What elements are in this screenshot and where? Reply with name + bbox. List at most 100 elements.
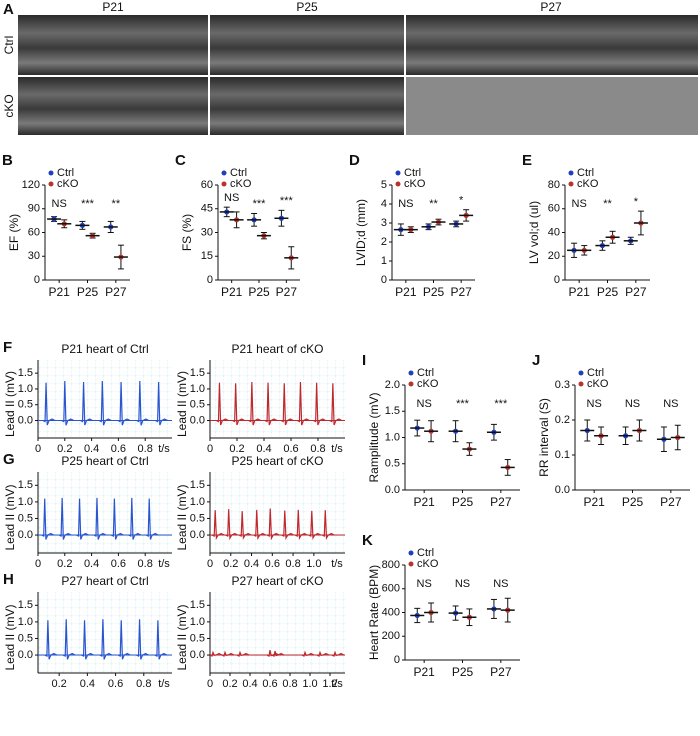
- ecg-beat: [280, 383, 294, 426]
- panel-letter: F: [3, 339, 12, 356]
- ecg-beat: [331, 650, 345, 657]
- legend-label: cKO: [587, 378, 609, 390]
- legend-marker: [221, 181, 227, 187]
- significance-label: *: [459, 195, 464, 207]
- y-axis-label: LVID;d (mm): [354, 199, 368, 266]
- ecg-beat: [313, 382, 326, 426]
- row-label: cKO: [2, 94, 16, 117]
- x-tick-label: P25: [452, 665, 474, 679]
- legend-marker: [408, 381, 414, 387]
- ecg-beat: [61, 381, 75, 426]
- y-tick-label: 3: [381, 217, 387, 229]
- ecg-beat: [297, 381, 310, 426]
- y-tick-label: 0.5: [190, 632, 205, 644]
- ecg-beat: [62, 619, 76, 660]
- y-tick-label: 60: [28, 226, 40, 238]
- significance-label: **: [429, 198, 438, 210]
- y-axis-label: RR interval (S): [537, 398, 551, 477]
- y-axis-label: Ramplitude (mV): [367, 392, 381, 482]
- y-tick-label: 0.5: [190, 512, 205, 524]
- ecg-beat: [111, 498, 124, 540]
- x-tick-label: P27: [660, 495, 682, 509]
- y-tick-label: 0.0: [190, 529, 205, 541]
- y-tick-label: 30: [201, 226, 213, 238]
- panel-letter: C: [175, 152, 186, 169]
- significance-label: ***: [253, 198, 267, 210]
- y-axis-label: LV vol;d (ul): [527, 201, 541, 264]
- y-tick-label: 60: [548, 203, 560, 215]
- chart-title: P27 heart of Ctrl: [61, 574, 148, 588]
- x-tick-label: P21: [395, 285, 417, 299]
- ecg-beat: [80, 381, 93, 426]
- x-tick-label: P27: [490, 495, 512, 509]
- x-tick-label: P27: [450, 285, 472, 299]
- y-tick-label: 0.5: [190, 399, 205, 411]
- legend-label: cKO: [417, 558, 439, 570]
- y-tick-label: 0.0: [18, 649, 33, 661]
- legend-marker: [48, 181, 54, 187]
- significance-label: ***: [494, 398, 508, 410]
- ecg-beat: [136, 381, 150, 426]
- significance-label: NS: [493, 578, 508, 590]
- y-tick-label: 1.5: [190, 367, 205, 379]
- ecg-beat: [76, 498, 89, 540]
- y-tick-label: 0: [207, 274, 213, 286]
- y-tick-label: 0: [394, 654, 400, 666]
- ecg-beat: [295, 509, 308, 541]
- legend-marker: [408, 561, 414, 567]
- panel-letter: G: [3, 451, 15, 468]
- ecg-beat: [42, 382, 56, 426]
- x-tick-label: 0.6: [108, 678, 123, 690]
- significance-label: ***: [81, 198, 95, 210]
- ecg-beat: [93, 497, 107, 540]
- legend-marker: [408, 550, 414, 556]
- ecg-beat: [81, 620, 94, 660]
- x-tick-label: 0: [35, 558, 41, 570]
- y-tick-label: 400: [382, 606, 400, 618]
- legend-marker: [395, 170, 401, 176]
- panel-letter: A: [3, 1, 14, 18]
- x-axis-label: t/s: [331, 678, 343, 690]
- y-tick-label: 1.5: [385, 405, 400, 417]
- ecg-beat: [238, 511, 252, 540]
- x-axis-label: t/s: [158, 443, 170, 455]
- x-tick-label: P21: [48, 285, 70, 299]
- y-axis-label: Lead II (mV): [175, 484, 189, 550]
- x-tick-label: 0.4: [84, 558, 99, 570]
- y-tick-label: 0.5: [18, 512, 33, 524]
- y-axis-label: FS (%): [180, 214, 194, 251]
- echo-image: [406, 15, 698, 75]
- y-tick-label: 45: [201, 203, 213, 215]
- ecg-grid: [210, 592, 345, 673]
- y-tick-label: 0: [381, 274, 387, 286]
- x-tick-label: 1.0: [306, 558, 321, 570]
- ecg-beat: [308, 510, 322, 540]
- y-tick-label: 120: [22, 179, 40, 191]
- echo-image: [406, 77, 698, 135]
- row-label: Ctrl: [2, 36, 16, 55]
- significance-label: NS: [572, 198, 587, 210]
- y-tick-label: 1.0: [18, 496, 33, 508]
- x-axis-label: t/s: [158, 678, 170, 690]
- y-tick-label: 1.5: [18, 367, 33, 379]
- legend-label: cKO: [57, 178, 79, 190]
- ecg-beat: [155, 381, 168, 426]
- x-tick-label: P27: [490, 665, 512, 679]
- legend-marker: [568, 170, 574, 176]
- x-tick-label: 0.4: [244, 558, 259, 570]
- legend-label: Ctrl: [417, 367, 434, 379]
- x-tick-label: 0.6: [265, 558, 280, 570]
- y-tick-label: 2.0: [385, 379, 400, 391]
- column-label: P21: [102, 0, 124, 14]
- x-tick-label: 0.6: [111, 558, 126, 570]
- y-axis-label: Heart Rate (BPM): [367, 565, 381, 660]
- x-tick-label: 0.8: [310, 443, 325, 455]
- ecg-grid: [38, 592, 172, 673]
- legend-marker: [221, 170, 227, 176]
- x-tick-label: 0.8: [138, 558, 153, 570]
- legend-marker: [48, 170, 54, 176]
- y-tick-label: 800: [382, 559, 400, 571]
- x-tick-label: 1.2: [322, 678, 337, 690]
- ecg-beat: [44, 620, 58, 660]
- x-tick-label: P21: [413, 495, 435, 509]
